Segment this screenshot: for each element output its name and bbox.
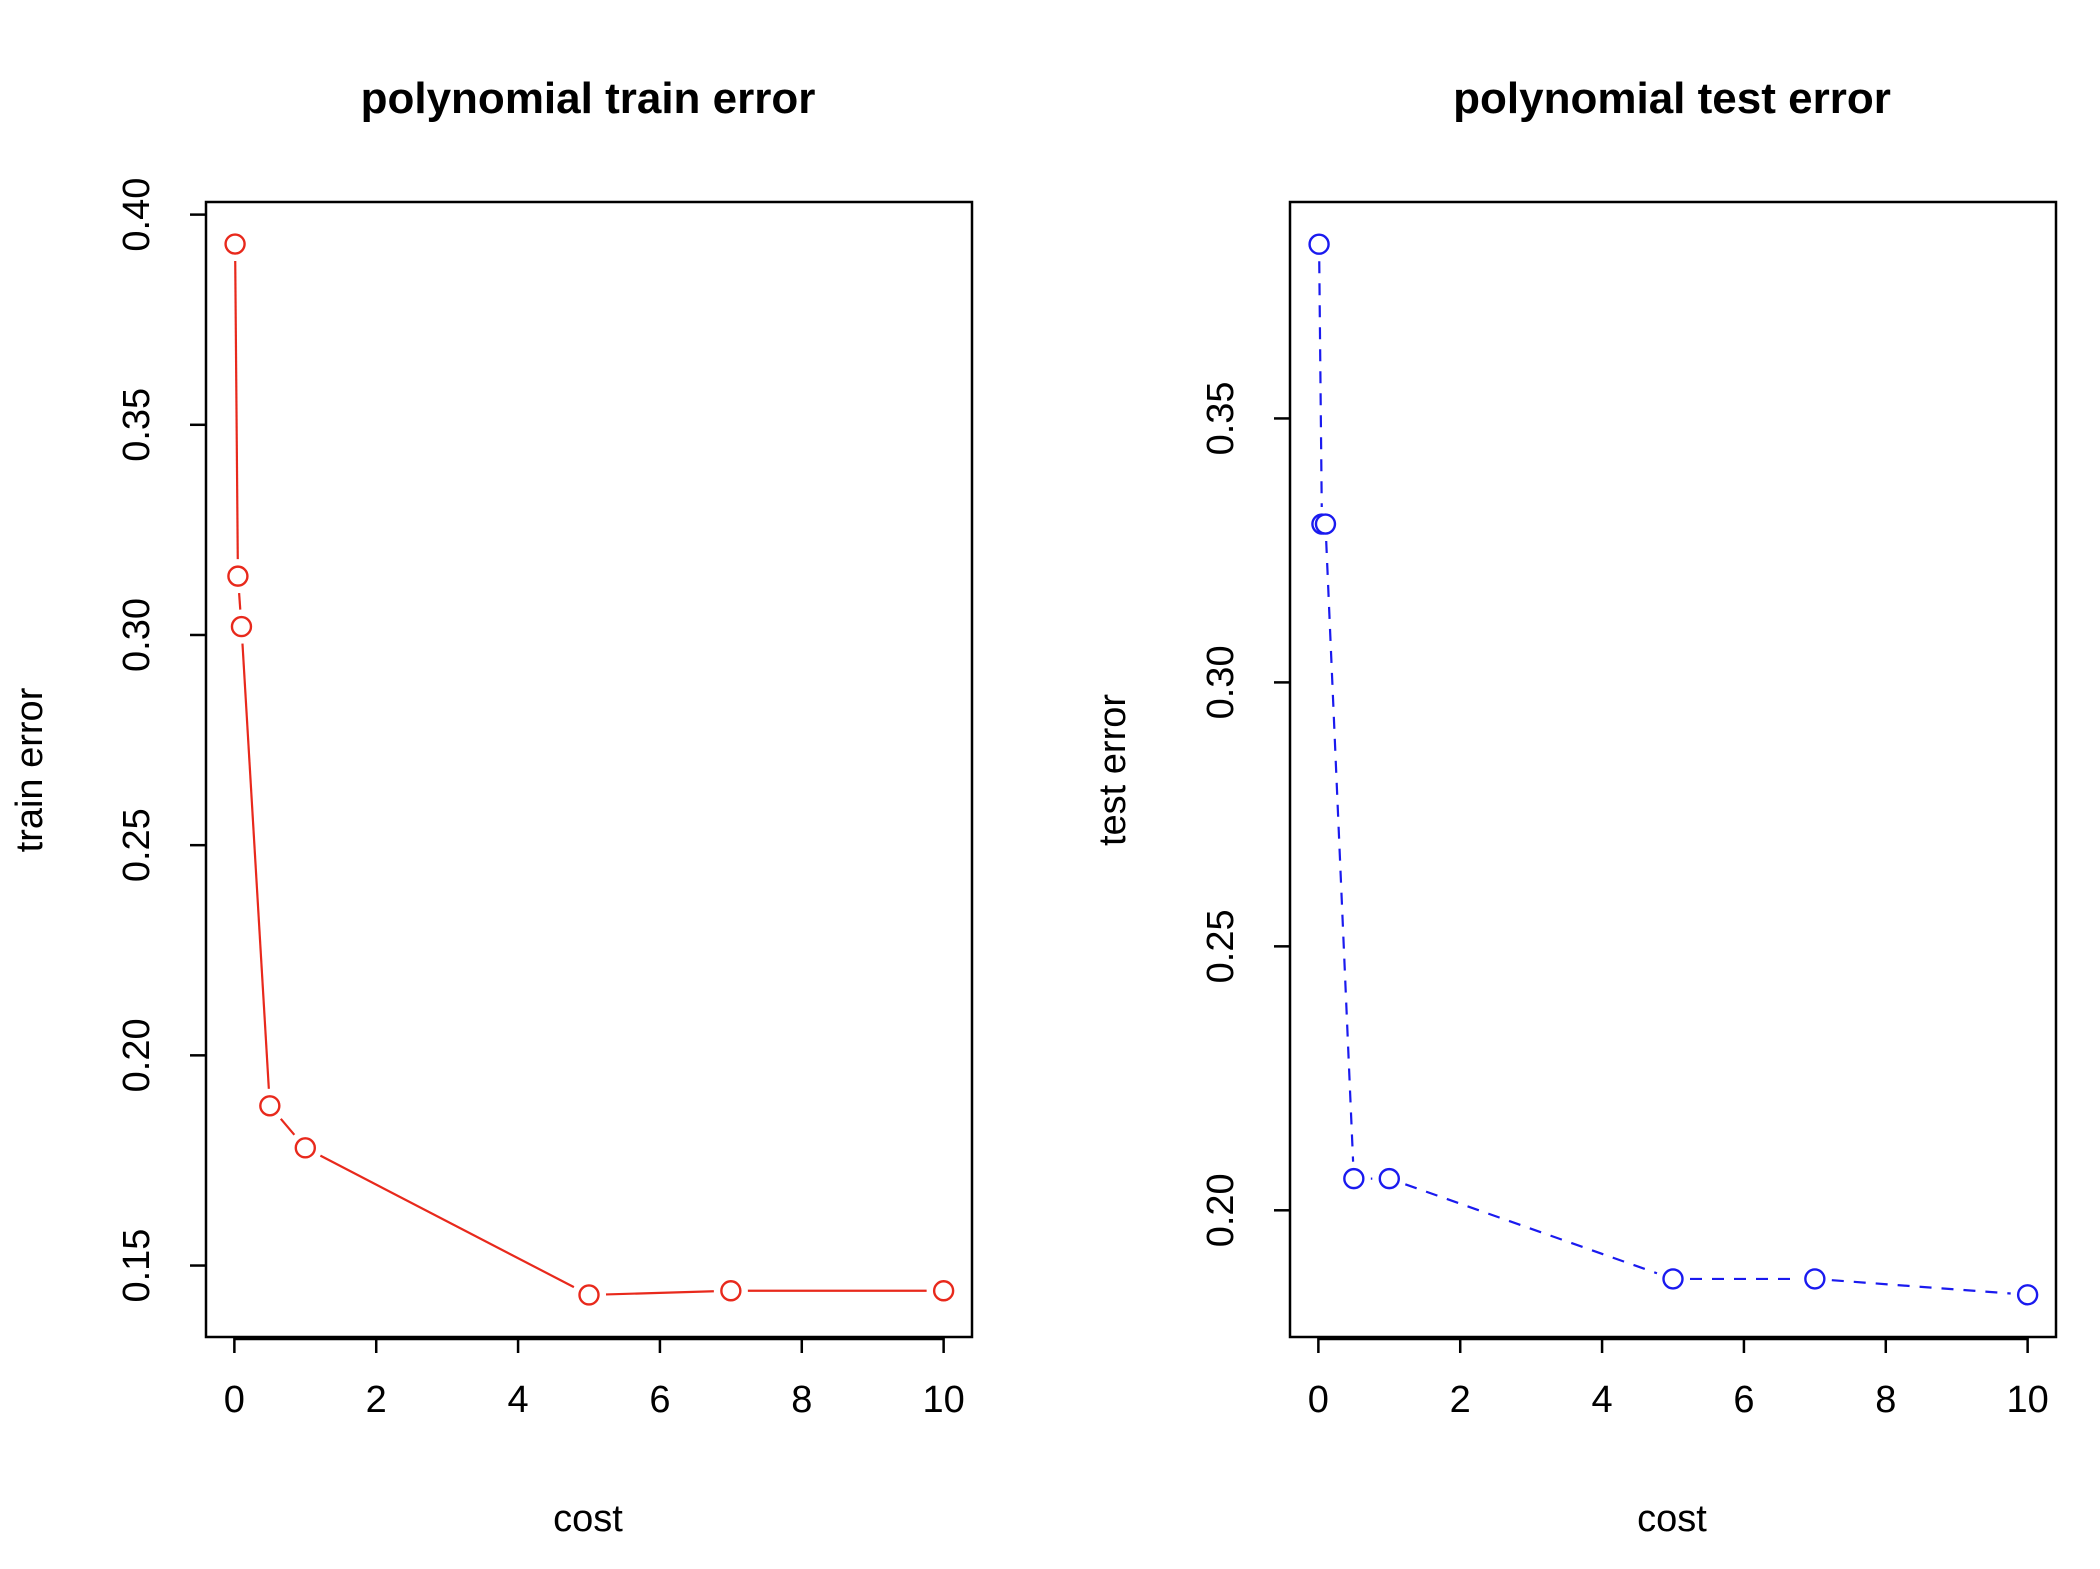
test-error-x-tick-label: 0	[1308, 1379, 1329, 1421]
train-error-title: polynomial train error	[361, 74, 816, 123]
test-error-x-tick-label: 10	[2006, 1379, 2048, 1421]
train-error-data-point	[932, 1280, 955, 1302]
train-error-axes: 0 2 4 6 8 10 0.15 0.20 0.25 0.30 0.35 0.40	[116, 178, 965, 1421]
test-error-x-tick-label: 8	[1875, 1379, 1896, 1421]
test-error-y-tick-label: 0.20	[1200, 1173, 1242, 1247]
train-error-y-tick-label: 0.25	[116, 808, 158, 882]
test-error-axes: 0 2 4 6 8 10 0.20 0.25 0.30 0.35	[1200, 381, 2049, 1421]
train-error-x-tick-label: 6	[649, 1379, 670, 1421]
test-error-y-axis-label: test error	[1092, 694, 1134, 846]
test-error-data-point	[2016, 1284, 2039, 1306]
test-error-data-point	[1343, 1167, 1365, 1190]
train-error-line-segment	[238, 593, 242, 610]
test-error-x-tick-label: 6	[1733, 1379, 1754, 1421]
train-error-y-tick-label: 0.40	[116, 178, 158, 252]
test-error-data-point	[1314, 513, 1337, 535]
test-error-line-segment	[1325, 540, 1355, 1162]
train-error-x-tick-label: 4	[508, 1379, 529, 1421]
train-error-x-tick-label: 2	[366, 1379, 387, 1421]
train-error-plot-frame	[204, 200, 974, 1339]
test-error-series	[1308, 233, 2039, 1306]
test-error-x-tick-label: 4	[1592, 1379, 1613, 1421]
train-error-series	[224, 233, 955, 1306]
train-error-x-tick-label: 8	[791, 1379, 812, 1421]
train-error-y-tick-label: 0.20	[116, 1018, 158, 1092]
train-error-y-tick-label: 0.30	[116, 598, 158, 672]
test-error-data-point	[1804, 1268, 1826, 1290]
train-error-data-point	[578, 1284, 600, 1306]
test-error-line-segment	[1318, 261, 1323, 508]
test-error-panel: polynomial test error cost test error 0 2…	[1092, 74, 2058, 1540]
train-error-y-tick-label: 0.35	[116, 388, 158, 462]
test-error-y-tick-label: 0.25	[1200, 909, 1242, 983]
train-error-x-axis-label: cost	[553, 1498, 623, 1540]
train-error-x-tick-label: 0	[224, 1379, 245, 1421]
train-error-line-segment	[319, 1154, 575, 1289]
test-error-line-segment	[1404, 1183, 1658, 1275]
train-error-panel: polynomial train error cost train error …	[9, 74, 974, 1540]
test-error-y-tick-label: 0.30	[1200, 645, 1242, 719]
test-error-x-tick-label: 2	[1450, 1379, 1471, 1421]
train-error-data-point	[227, 565, 249, 587]
test-error-title: polynomial test error	[1453, 74, 1891, 123]
train-error-line-segment	[241, 643, 270, 1089]
train-error-data-point	[230, 615, 253, 638]
train-error-line-segment	[234, 261, 239, 560]
test-error-y-tick-label: 0.35	[1200, 381, 1242, 455]
train-error-data-point	[294, 1137, 316, 1159]
test-error-x-axis-label: cost	[1637, 1498, 1707, 1540]
test-error-line-segment	[1831, 1279, 2011, 1295]
train-error-y-axis-label: train error	[9, 687, 51, 852]
train-error-y-tick-label: 0.15	[116, 1229, 158, 1303]
train-error-line-segment	[605, 1290, 714, 1296]
test-error-plot-frame	[1288, 200, 2058, 1339]
train-error-data-point	[224, 233, 246, 255]
train-error-data-point	[259, 1095, 281, 1117]
train-error-line-segment	[279, 1118, 296, 1136]
test-error-data-point	[1308, 233, 1330, 255]
test-error-data-point	[1662, 1268, 1684, 1290]
train-error-x-tick-label: 10	[922, 1379, 964, 1421]
train-error-data-point	[720, 1280, 742, 1302]
test-error-data-point	[1378, 1167, 1400, 1190]
